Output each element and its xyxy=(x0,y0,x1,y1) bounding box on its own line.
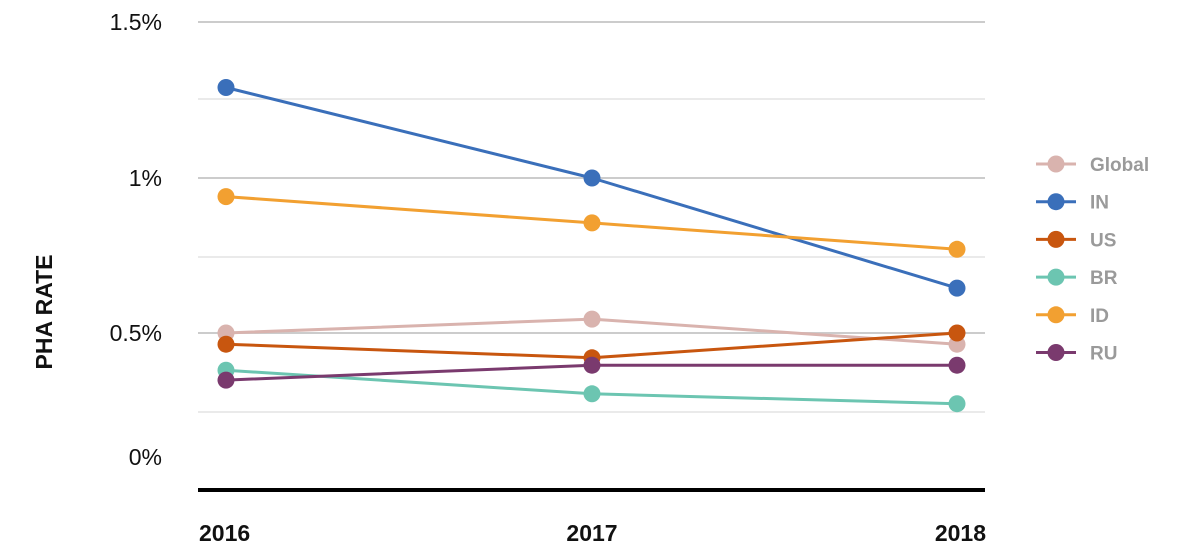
data-point-ru xyxy=(217,371,235,389)
legend-swatch-marker xyxy=(1047,306,1065,324)
legend: Global IN US BR ID RU xyxy=(1036,155,1149,365)
data-point-global xyxy=(583,310,601,328)
data-point-ru xyxy=(948,356,966,374)
series-lines xyxy=(217,79,966,413)
data-point-br xyxy=(583,385,601,403)
series-ru xyxy=(217,356,966,389)
data-point-ru xyxy=(583,356,601,374)
legend-label: ID xyxy=(1090,306,1109,327)
legend-label: RU xyxy=(1090,344,1117,365)
data-point-us xyxy=(217,335,235,353)
data-point-id xyxy=(948,240,966,258)
legend-label: IN xyxy=(1090,193,1109,214)
legend-swatch-marker xyxy=(1047,268,1065,286)
legend-label: US xyxy=(1090,230,1116,251)
y-tick-label: 0% xyxy=(129,444,162,470)
x-tick-label: 2018 xyxy=(935,520,986,545)
x-tick-label: 2016 xyxy=(199,520,250,545)
x-axis-ticks: 2016 2017 2018 xyxy=(199,520,986,545)
series-in xyxy=(217,79,966,297)
series-br xyxy=(217,361,966,413)
legend-swatch-marker xyxy=(1047,344,1065,361)
legend-item-br: BR xyxy=(1036,268,1118,289)
legend-label: BR xyxy=(1090,268,1118,289)
data-point-id xyxy=(583,214,601,232)
legend-item-global: Global xyxy=(1036,155,1149,176)
legend-item-id: ID xyxy=(1036,306,1109,327)
y-axis-ticks: 0% 0.5% 1% 1.5% xyxy=(110,9,162,470)
data-point-br xyxy=(948,395,966,413)
data-point-us xyxy=(948,324,966,342)
y-tick-label: 1% xyxy=(129,165,162,191)
y-tick-label: 1.5% xyxy=(110,9,162,35)
series-id xyxy=(217,188,966,258)
series-line-in xyxy=(225,86,958,290)
legend-swatch-marker xyxy=(1047,155,1065,173)
y-tick-label: 0.5% xyxy=(110,320,162,346)
legend-item-in: IN xyxy=(1036,193,1109,214)
legend-swatch-marker xyxy=(1047,193,1065,211)
y-axis-title: PHA RATE xyxy=(31,255,57,370)
data-point-id xyxy=(217,188,235,206)
data-point-in xyxy=(583,169,601,187)
x-tick-label: 2017 xyxy=(566,520,617,545)
legend-label: Global xyxy=(1090,155,1149,176)
data-point-in xyxy=(217,79,235,96)
legend-item-ru: RU xyxy=(1036,344,1117,365)
legend-item-us: US xyxy=(1036,230,1116,251)
data-point-in xyxy=(948,279,966,297)
series-global xyxy=(217,310,966,353)
legend-swatch-marker xyxy=(1047,230,1065,248)
